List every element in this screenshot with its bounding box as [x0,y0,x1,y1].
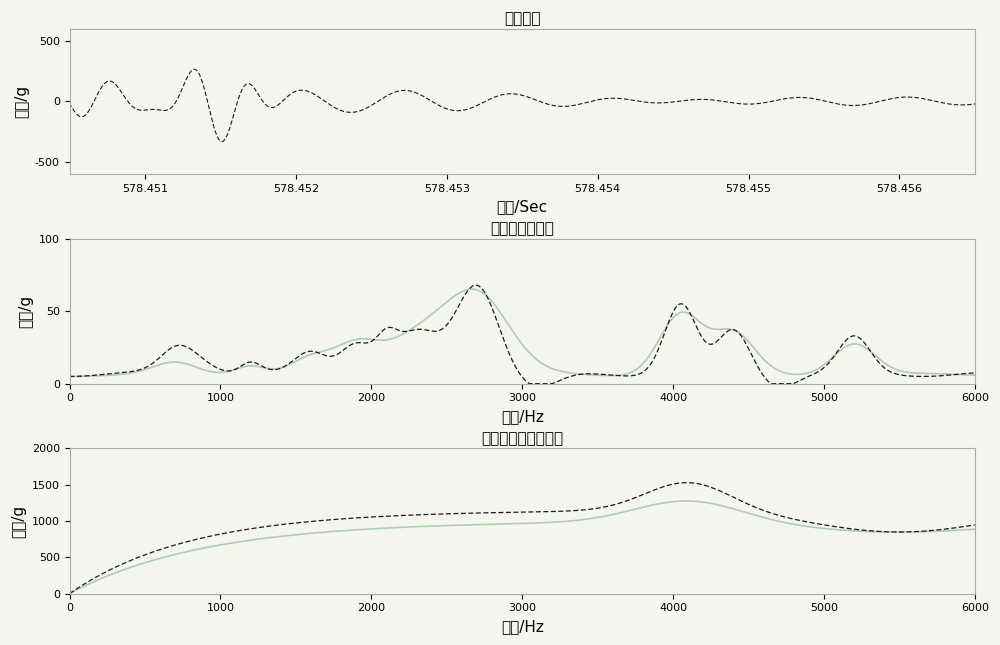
X-axis label: 时间/Sec: 时间/Sec [497,199,548,214]
Title: 信号幅值谱曲线: 信号幅值谱曲线 [490,221,554,236]
Y-axis label: 幅度/g: 幅度/g [14,84,29,118]
Y-axis label: 幅度/g: 幅度/g [11,504,26,538]
X-axis label: 频率/Hz: 频率/Hz [501,409,544,424]
Y-axis label: 幅度/g: 幅度/g [18,295,33,328]
Title: 信号曲线: 信号曲线 [504,11,540,26]
X-axis label: 频率/Hz: 频率/Hz [501,619,544,634]
Title: 信号冲击响应谱曲线: 信号冲击响应谱曲线 [481,431,563,446]
